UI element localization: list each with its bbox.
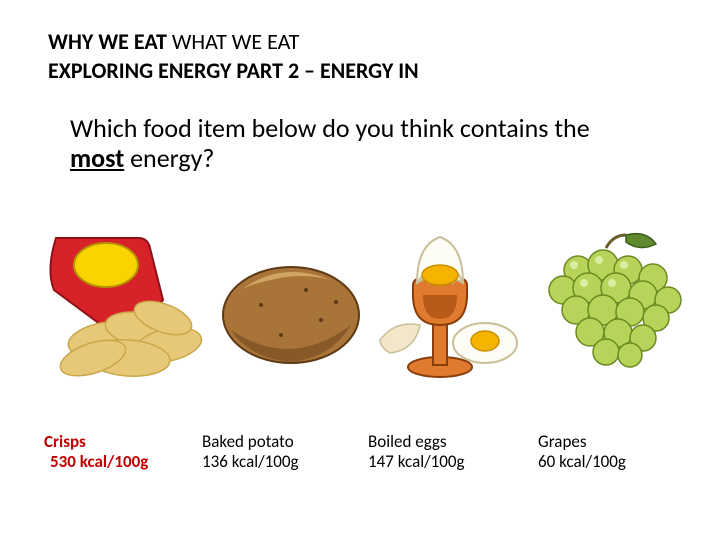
question-part2: energy? [124, 142, 214, 174]
question-text: Which food item below do you think conta… [0, 84, 620, 174]
label-eggs: Boiled eggs 147 kcal/100g [368, 432, 538, 473]
potato-name: Baked potato [202, 432, 368, 452]
question-part1: Which food item below do you think conta… [70, 112, 590, 144]
grapes-kcal: 60 kcal/100g [538, 452, 688, 472]
title-line-1: WHY WE EAT WHAT WE EAT [48, 28, 720, 55]
slide-header: WHY WE EAT WHAT WE EAT EXPLORING ENERGY … [0, 0, 720, 84]
potato-kcal: 136 kcal/100g [202, 452, 368, 472]
crisps-kcal: 530 kcal/100g [44, 452, 202, 472]
title-light: WHAT WE EAT [167, 28, 299, 55]
eggs-name: Boiled eggs [368, 432, 538, 452]
title-bold: WHY WE EAT [48, 28, 167, 55]
crisps-image [48, 230, 208, 380]
question-emphasis: most [70, 142, 124, 174]
food-images-row [48, 225, 688, 385]
baked-potato-image [211, 230, 371, 380]
eggs-kcal: 147 kcal/100g [368, 452, 538, 472]
food-labels-row: Crisps 530 kcal/100g Baked potato 136 kc… [44, 432, 694, 473]
label-grapes: Grapes 60 kcal/100g [538, 432, 688, 473]
crisps-name: Crisps [44, 432, 202, 452]
label-crisps: Crisps 530 kcal/100g [44, 432, 202, 473]
grapes-image [528, 230, 688, 380]
grapes-name: Grapes [538, 432, 688, 452]
title-line-2: EXPLORING ENERGY PART 2 – ENERGY IN [48, 57, 720, 84]
label-potato: Baked potato 136 kcal/100g [202, 432, 368, 473]
boiled-eggs-image [375, 225, 525, 385]
